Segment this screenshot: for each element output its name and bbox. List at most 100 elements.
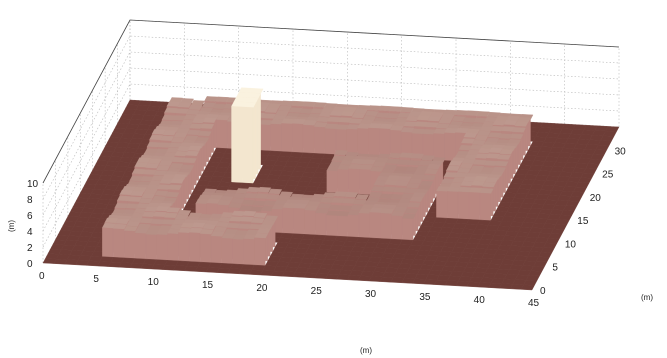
surface-cell — [138, 198, 153, 204]
surface-cell — [215, 221, 230, 228]
surface-cell — [514, 121, 529, 127]
surface-cell — [528, 270, 543, 277]
surface-cell — [326, 170, 338, 194]
surface-cell — [256, 228, 271, 234]
surface-cell — [158, 160, 173, 167]
surface-cell — [210, 231, 225, 237]
surface-cell — [447, 191, 459, 219]
surface-cell — [380, 208, 395, 215]
surface-cell — [304, 210, 316, 236]
surface-cell — [336, 215, 349, 237]
surface-cell — [169, 163, 184, 169]
surface-cell — [419, 180, 434, 187]
surface-cell — [264, 107, 279, 114]
surface-cell — [509, 133, 524, 140]
surface-cell — [563, 205, 578, 212]
surface-cell — [221, 238, 233, 265]
surface-cell — [459, 163, 474, 169]
x-tick-label: 30 — [365, 289, 377, 300]
surface-cell — [424, 122, 439, 128]
surface-cell — [488, 147, 503, 154]
surface-cell — [199, 228, 214, 235]
surface-cell — [369, 212, 381, 239]
surface-cell — [348, 118, 363, 125]
surface-cell — [553, 223, 568, 230]
z-tick-label: 8 — [27, 195, 33, 206]
surface-cell — [174, 108, 189, 115]
surface-cell — [438, 118, 453, 125]
surface-cell — [191, 222, 206, 229]
surface-cell — [538, 251, 553, 258]
surface-cell — [525, 275, 540, 281]
surface-cell — [355, 194, 370, 200]
surface-cell — [359, 169, 371, 195]
surface-cell — [494, 160, 509, 167]
surface-cell — [302, 120, 317, 126]
surface-cell — [421, 174, 436, 181]
x-axis-label: (m) — [360, 346, 372, 355]
surface-cell — [333, 149, 348, 156]
surface-cell — [326, 215, 338, 237]
surface-cell — [199, 233, 212, 263]
y-tick-label: 0 — [540, 286, 546, 297]
surface-cell — [400, 127, 415, 133]
surface-cell — [242, 210, 257, 217]
surface-cell — [202, 223, 217, 230]
z-tick-label: 10 — [27, 179, 39, 190]
y-tick-label: 25 — [602, 170, 614, 181]
surface-cell — [145, 163, 160, 169]
surface-cell — [217, 199, 232, 206]
surface-cell — [123, 230, 136, 259]
surface-cell — [548, 233, 563, 239]
surface-cell — [244, 97, 259, 104]
surface-cell — [460, 138, 475, 144]
surface-cell — [154, 190, 169, 197]
surface-cell — [395, 180, 410, 187]
x-tick-label: 15 — [202, 280, 214, 291]
surface-cell — [102, 227, 114, 258]
surface-cell — [577, 177, 592, 184]
surface-cell — [585, 163, 600, 170]
surface-cell — [292, 118, 307, 125]
surface-cell — [361, 159, 376, 166]
surface-cell — [560, 210, 575, 216]
surface-cell — [545, 237, 560, 244]
surface-cell — [313, 122, 328, 128]
x-tick-label: 25 — [311, 286, 323, 297]
surface-cell — [600, 135, 615, 142]
surface-cell — [173, 132, 188, 139]
surface-cell — [317, 203, 332, 209]
surface-cell — [484, 177, 499, 183]
surface-cell — [427, 116, 442, 122]
surface-cell — [595, 144, 610, 151]
surface-cell — [473, 175, 488, 182]
surface-cell — [499, 149, 514, 155]
surface-cell — [247, 92, 262, 99]
surface-cell — [127, 196, 142, 203]
surface-cell — [379, 128, 391, 158]
y-axis-label: (m) — [641, 293, 653, 302]
surface-cell — [543, 242, 558, 249]
surface-cell — [359, 164, 374, 171]
z-axis-label: (m) — [7, 220, 16, 232]
surface-cell — [242, 106, 254, 184]
surface-cell — [268, 188, 283, 195]
surface-cell — [259, 124, 271, 152]
surface-cell — [231, 106, 243, 184]
surface-cell — [249, 88, 264, 94]
surface-cell — [533, 261, 548, 267]
surface-cell — [446, 165, 461, 172]
surface-cell — [587, 158, 602, 165]
surface-cell — [357, 128, 369, 157]
surface-cell — [402, 218, 414, 241]
surface-cell — [530, 265, 545, 272]
surface-cell — [535, 256, 550, 263]
surface-cell — [145, 234, 157, 260]
grid-line — [42, 67, 620, 232]
surface-cell — [368, 127, 380, 158]
surface-cell — [147, 158, 162, 165]
surface-cell — [206, 198, 221, 205]
surface-cell — [163, 212, 178, 219]
surface-cell — [391, 210, 406, 217]
surface-cell — [304, 205, 319, 212]
